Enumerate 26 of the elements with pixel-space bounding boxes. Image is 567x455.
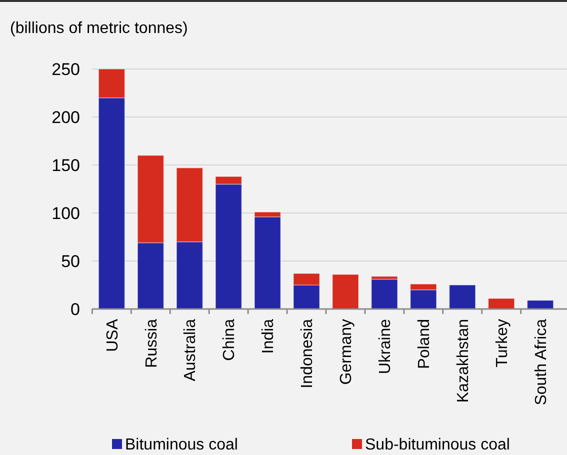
x-tick-label: Ukraine [377,318,394,374]
y-tick-label: 200 [52,108,80,127]
y-tick-label: 250 [52,60,80,79]
x-tick-label: India [260,318,278,354]
bar [488,298,515,310]
x-tick-label: Russia [143,318,160,368]
bar [332,274,359,310]
bar [526,300,554,310]
x-tick-label: Indonesia [299,318,316,388]
x-tick-label: South Africa [532,318,550,406]
bar [448,284,476,310]
x-tick-label: China [221,318,238,361]
x-tick-label: Turkey [494,319,511,368]
x-tick-label: Kazakhstan [454,319,472,403]
x-tick-label: Germany [338,319,356,385]
y-tick-label: 150 [52,156,80,175]
x-tick-label: Poland [416,319,434,369]
x-tick-label: USA [104,318,122,352]
x-tick-label: Australia [182,318,200,382]
bar [370,278,398,310]
y-tick-label: 0 [70,300,80,319]
legend-label: Sub-bituminous coal [365,436,510,454]
legend-label: Bituminous coal [125,436,238,454]
y-axis-title: (billions of metric tonnes) [10,20,188,37]
y-tick-label: 50 [61,252,80,271]
y-tick-label: 100 [52,204,80,223]
